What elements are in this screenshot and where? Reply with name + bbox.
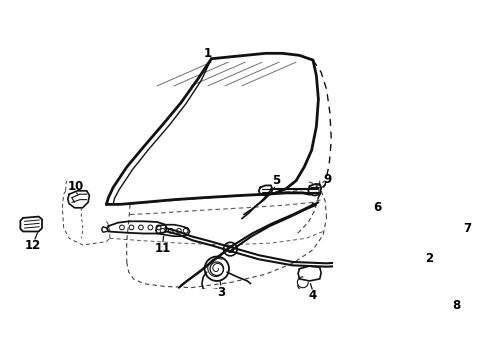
Text: 2: 2	[425, 252, 434, 265]
Text: 10: 10	[68, 180, 84, 193]
Text: 8: 8	[452, 300, 461, 312]
Text: 9: 9	[324, 173, 332, 186]
Text: 6: 6	[373, 201, 382, 214]
Text: 12: 12	[24, 239, 41, 252]
Text: 3: 3	[218, 286, 225, 299]
Text: 7: 7	[464, 222, 471, 235]
Text: 1: 1	[204, 47, 212, 60]
Text: 4: 4	[309, 289, 317, 302]
Text: 5: 5	[272, 174, 281, 187]
Text: 11: 11	[154, 242, 171, 255]
